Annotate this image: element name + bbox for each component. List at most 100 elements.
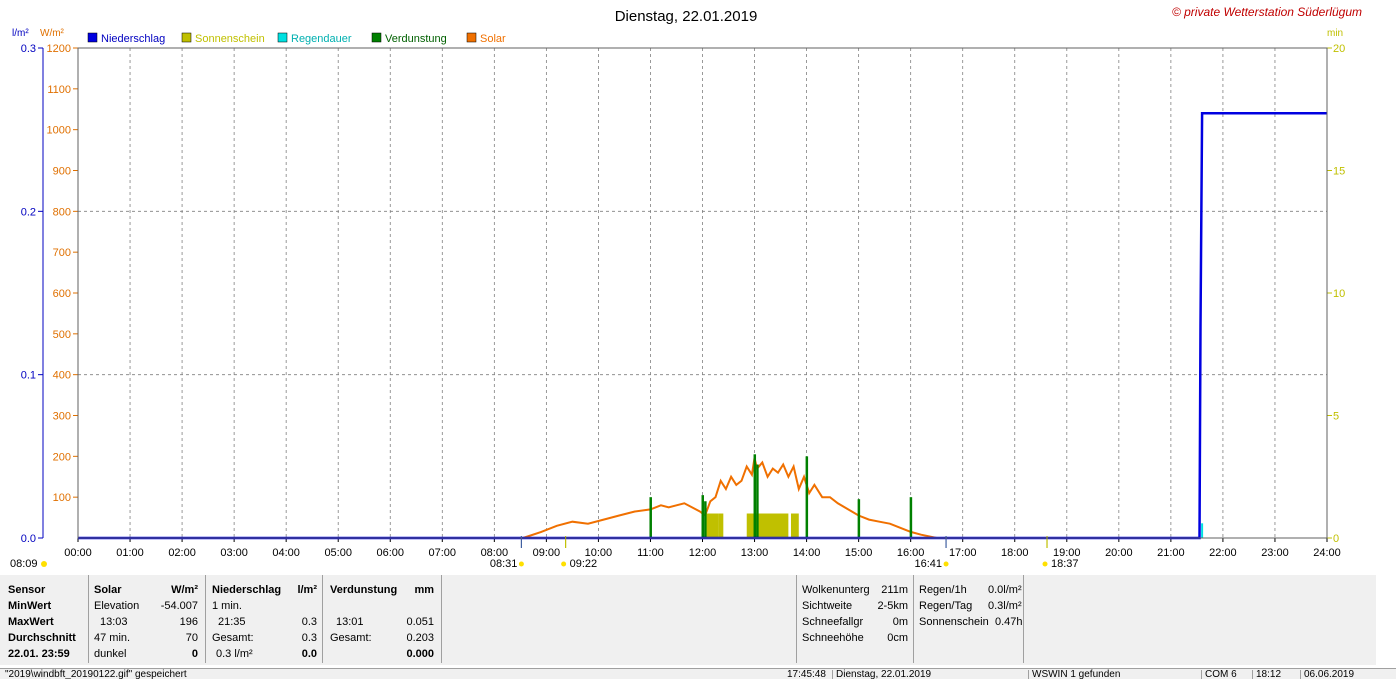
evap-total-value: 0.203 bbox=[406, 632, 434, 644]
minutes-tick-label-3: 15 bbox=[1333, 166, 1345, 178]
sun-marker-label-3: 16:41 bbox=[915, 558, 943, 570]
solar-tick-label-9: 1000 bbox=[47, 125, 71, 137]
x-tick-label-24: 24:00 bbox=[1313, 547, 1341, 559]
legend-swatch-1 bbox=[181, 32, 192, 43]
precip-tick-label-0: 0.0 bbox=[21, 533, 36, 545]
precip-unit: l/m² bbox=[297, 584, 317, 596]
x-tick-label-18: 18:00 bbox=[1001, 547, 1029, 559]
chart-legend: Niederschlag Sonnenschein Regendauer Verdun… bbox=[87, 32, 506, 45]
status-date: Dienstag, 22.01.2019 bbox=[832, 670, 1026, 679]
legend-swatch-4 bbox=[466, 32, 477, 43]
sunshine-label: Sonnenschein bbox=[919, 616, 989, 628]
sunshine-bar-2 bbox=[746, 513, 789, 538]
solar-avg-value: 70 bbox=[185, 632, 198, 644]
solar-tick-label-10: 1100 bbox=[47, 84, 71, 96]
x-tick-label-16: 16:00 bbox=[897, 547, 925, 559]
solar-tick-label-1: 200 bbox=[53, 451, 71, 463]
x-tick-label-21: 21:00 bbox=[1157, 547, 1185, 559]
solar-max-time: 13:03 bbox=[100, 616, 128, 628]
precip-total-label: Gesamt: bbox=[212, 632, 254, 644]
stats-label-min: MinWert bbox=[8, 600, 52, 612]
precip-header: Niederschlag bbox=[212, 584, 282, 596]
chart-background bbox=[0, 0, 1396, 575]
y-axes: 0.00.10.20.31002003004005006007008009001… bbox=[21, 43, 1346, 545]
rain-day-label: Regen/Tag bbox=[919, 600, 973, 612]
station-watermark: © private Wetterstation Süderlügum bbox=[1172, 5, 1362, 19]
solar-tick-label-11: 1200 bbox=[47, 43, 71, 55]
evaporation-spike-1 bbox=[701, 495, 704, 538]
sun-markers: 08:09 08:31 09:22 16:41 18:37 bbox=[10, 536, 1079, 570]
stats-col-sky: Wolkenunterg 211m Sichtweite 2-5km Schne… bbox=[796, 575, 914, 663]
x-axis: 00:00 01:00 02:00 03:00 04:00 05:00 06:00 07:00… bbox=[64, 538, 1341, 559]
evap-current-value: 0.000 bbox=[406, 648, 434, 660]
rain-1h-value: 0.0l/m² bbox=[988, 584, 1022, 596]
stats-col-evaporation: Verdunstung mm 13:01 0.051 Gesamt: 0.203… bbox=[323, 575, 442, 663]
solar-min-value: -54.007 bbox=[160, 600, 198, 612]
solar-avg-label: 47 min. bbox=[94, 632, 131, 644]
minutes-tick-label-0: 0 bbox=[1333, 533, 1339, 545]
solar-current-value: 0 bbox=[191, 648, 198, 660]
x-tick-label-8: 08:00 bbox=[481, 547, 509, 559]
evap-max-value: 0.051 bbox=[406, 616, 434, 628]
sunshine-value: 0.47h bbox=[995, 616, 1023, 628]
x-tick-label-0: 00:00 bbox=[64, 547, 92, 559]
sun-marker-label-0: 08:09 bbox=[10, 558, 38, 570]
x-tick-label-20: 20:00 bbox=[1105, 547, 1133, 559]
solar-line bbox=[522, 457, 937, 539]
minutes-tick-label-2: 10 bbox=[1333, 288, 1345, 300]
evap-unit: mm bbox=[414, 584, 434, 596]
precip-total-value: 0.3 bbox=[301, 632, 317, 644]
precip-tick-label-3: 0.3 bbox=[21, 43, 36, 55]
precip-max-time: 21:35 bbox=[218, 616, 246, 628]
status-today: 06.06.2019 bbox=[1300, 670, 1394, 679]
status-time: 17:45:48 bbox=[787, 669, 826, 679]
x-tick-label-23: 23:00 bbox=[1261, 547, 1289, 559]
rain-duration-spike-0 bbox=[1201, 523, 1204, 538]
x-tick-label-17: 17:00 bbox=[949, 547, 977, 559]
evaporation-spike-4 bbox=[756, 464, 759, 538]
x-tick-label-3: 03:00 bbox=[220, 547, 248, 559]
legend-label-2: Regendauer bbox=[291, 33, 352, 45]
evap-header: Verdunstung bbox=[330, 584, 398, 596]
solar-current-label: dunkel bbox=[94, 648, 127, 660]
rain-day-value: 0.3l/m² bbox=[988, 600, 1022, 612]
status-bar: "2019\windbft_20190122.gif" gespeichert … bbox=[0, 668, 1396, 679]
sunshine-bar-3 bbox=[790, 513, 799, 538]
x-tick-label-7: 07:00 bbox=[429, 547, 457, 559]
solar-axis-unit: W/m² bbox=[40, 28, 65, 39]
solar-tick-label-7: 800 bbox=[53, 206, 71, 218]
visibility-value: 2-5km bbox=[877, 600, 908, 612]
solar-tick-label-6: 700 bbox=[53, 247, 71, 259]
evap-total-label: Gesamt: bbox=[330, 632, 372, 644]
visibility-label: Sichtweite bbox=[802, 600, 853, 612]
solar-min-label: Elevation bbox=[94, 600, 140, 612]
x-tick-label-22: 22:00 bbox=[1209, 547, 1237, 559]
solar-header: Solar bbox=[94, 584, 122, 596]
snowfall-limit-label: Schneefallgr bbox=[802, 616, 864, 628]
sun-marker-dot-1 bbox=[518, 561, 524, 567]
snow-depth-label: Schneehöhe bbox=[802, 632, 864, 644]
status-clock: 18:12 bbox=[1252, 670, 1301, 679]
evaporation-spike-7 bbox=[909, 497, 913, 538]
stats-label-avg: Durchschnitt bbox=[8, 632, 76, 644]
solar-max-value: 196 bbox=[179, 616, 198, 628]
precip-current-value: 0.0 bbox=[301, 648, 317, 660]
x-tick-label-11: 11:00 bbox=[637, 547, 664, 559]
x-tick-label-12: 12:00 bbox=[689, 547, 717, 559]
x-tick-label-5: 05:00 bbox=[324, 547, 352, 559]
legend-label-0: Niederschlag bbox=[101, 33, 165, 45]
x-tick-label-10: 10:00 bbox=[585, 547, 613, 559]
status-message: "2019\windbft_20190122.gif" gespeichert bbox=[5, 669, 187, 679]
evaporation-spike-6 bbox=[857, 499, 861, 538]
stats-col-rain-sun: Regen/1h 0.0l/m² Regen/Tag 0.3l/m² Sonne… bbox=[913, 575, 1024, 663]
cloud-base-value: 211m bbox=[881, 584, 908, 596]
minutes-tick-label-4: 20 bbox=[1333, 43, 1345, 55]
rain-1h-label: Regen/1h bbox=[919, 584, 967, 596]
legend-label-1: Sonnenschein bbox=[195, 33, 265, 45]
solar-tick-label-5: 600 bbox=[53, 288, 71, 300]
x-tick-label-1: 01:00 bbox=[116, 547, 144, 559]
evaporation-spike-0 bbox=[649, 497, 652, 538]
sun-marker-label-2: 09:22 bbox=[570, 558, 598, 570]
precip-tick-label-2: 0.2 bbox=[21, 206, 36, 218]
evaporation-spike-3 bbox=[753, 454, 757, 538]
